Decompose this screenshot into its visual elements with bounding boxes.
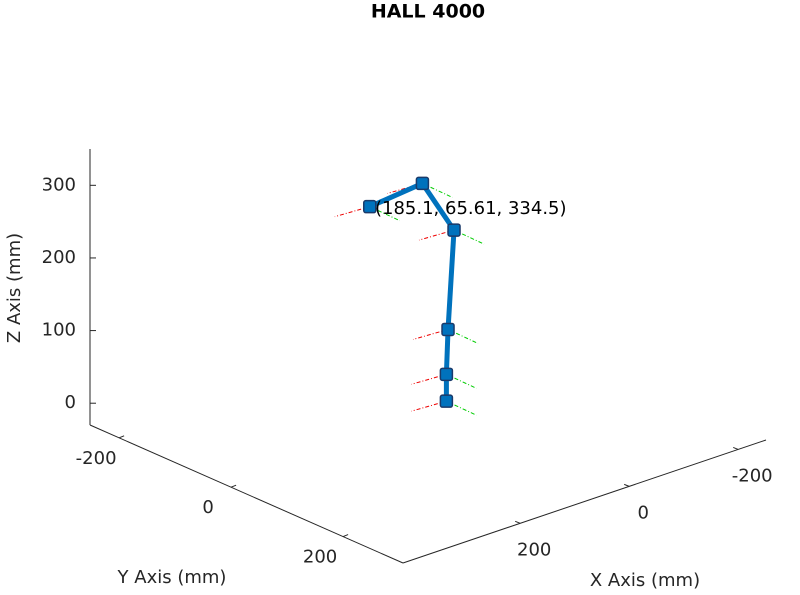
joint-marker bbox=[447, 223, 461, 237]
x-axis bbox=[402, 439, 767, 564]
z-tick-label: 200 bbox=[42, 247, 76, 268]
joint-marker bbox=[439, 394, 454, 408]
y-tick-label: 200 bbox=[303, 547, 337, 568]
joint-marker bbox=[441, 322, 455, 337]
joint-marker bbox=[415, 176, 430, 191]
y-tick-label: 0 bbox=[202, 497, 213, 518]
z-tick-label: 100 bbox=[42, 320, 76, 341]
y-tick bbox=[230, 484, 237, 488]
z-axis-label: Z Axis (mm) bbox=[4, 233, 25, 343]
z-tick-label: 0 bbox=[65, 392, 76, 413]
x-tick bbox=[733, 446, 739, 450]
x-tick-label: 200 bbox=[517, 539, 551, 560]
frame-y bbox=[422, 182, 453, 198]
x-tick-label: 0 bbox=[637, 502, 648, 523]
joint-marker bbox=[363, 199, 377, 214]
joint-marker bbox=[439, 367, 454, 382]
x-axis-label: X Axis (mm) bbox=[590, 570, 700, 591]
frame-y bbox=[446, 373, 477, 389]
frame-y bbox=[369, 206, 400, 222]
frame-y bbox=[446, 400, 477, 416]
frame-y bbox=[453, 229, 485, 245]
y-tick bbox=[118, 435, 125, 439]
x-tick-label: -200 bbox=[732, 465, 773, 486]
z-tick-label: 300 bbox=[42, 174, 76, 195]
y-tick-label: -200 bbox=[76, 448, 117, 469]
y-axis-label: Y Axis (mm) bbox=[117, 567, 227, 588]
annotation: (185.1, 65.61, 334.5) bbox=[375, 198, 567, 219]
x-tick bbox=[624, 483, 630, 487]
y-axis bbox=[89, 424, 404, 564]
chart-title: HALL 4000 bbox=[371, 1, 485, 23]
x-tick bbox=[514, 520, 521, 524]
frame-y bbox=[447, 329, 479, 344]
y-tick bbox=[342, 534, 349, 538]
